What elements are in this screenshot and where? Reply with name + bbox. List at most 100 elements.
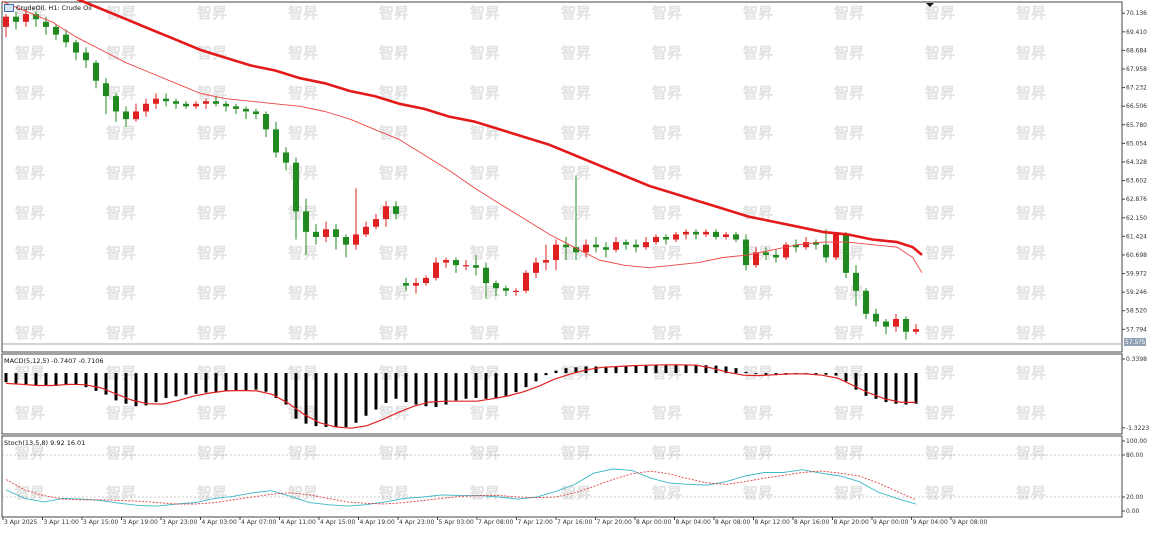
- candle-body-7: [73, 42, 79, 53]
- macd-bar-3: [34, 373, 38, 386]
- watermark-129: 智昇: [834, 404, 864, 422]
- candle-body-90: [903, 318, 909, 332]
- candle-body-70: [703, 231, 709, 235]
- macd-bar-35: [354, 373, 358, 423]
- macd-bar-28: [284, 373, 288, 405]
- watermark-120: 智昇: [15, 404, 45, 422]
- stoch-line-1: [5, 470, 917, 505]
- watermark-103: 智昇: [652, 324, 682, 342]
- macd-bar-59: [594, 366, 598, 374]
- candle-89: [893, 313, 899, 332]
- pane-frame-1: [1, 353, 1123, 435]
- watermark-155: 智昇: [1016, 484, 1046, 502]
- candle-body-77: [773, 254, 779, 258]
- watermark-37: 智昇: [106, 124, 136, 142]
- watermark-43: 智昇: [652, 124, 682, 142]
- x-tick-label-16: 8 Apr 00:00: [636, 519, 671, 526]
- candle-body-19: [193, 103, 199, 107]
- watermark-91: 智昇: [652, 284, 682, 302]
- price-tick-label-16: 58.520: [1126, 308, 1147, 315]
- watermark-31: 智昇: [652, 84, 682, 102]
- macd-bar-89: [894, 373, 898, 404]
- macd-bar-4: [44, 373, 48, 386]
- candle-body-3: [33, 14, 39, 20]
- macd-pane-title: MACD(5,12,5) -0.7407 -0.7106: [4, 357, 104, 365]
- watermark-51: 智昇: [288, 164, 318, 182]
- candle-59: [593, 236, 599, 253]
- x-tick-label-4: 3 Apr 23:00: [162, 519, 197, 526]
- macd-bar-74: [744, 371, 748, 374]
- candle-3: [33, 11, 39, 27]
- watermark-60: 智昇: [15, 204, 45, 222]
- candle-65: [653, 234, 659, 245]
- watermark-94: 智昇: [925, 284, 955, 302]
- price-tick-label-2: 68.684: [1126, 47, 1147, 54]
- candle-body-51: [513, 290, 519, 292]
- watermark-122: 智昇: [197, 404, 227, 422]
- watermark-9: 智昇: [834, 4, 864, 22]
- watermark-55: 智昇: [652, 164, 682, 182]
- candle-body-24: [243, 108, 249, 112]
- candle-6: [63, 29, 69, 48]
- candle-49: [493, 280, 499, 296]
- candle-body-22: [223, 103, 229, 107]
- candle-74: [743, 234, 749, 271]
- candle-72: [723, 231, 729, 240]
- macd-bar-83: [834, 373, 838, 376]
- candle-body-35: [353, 234, 359, 245]
- watermark-118: 智昇: [925, 364, 955, 382]
- watermark-104: 智昇: [743, 324, 773, 342]
- x-tick-label-24: 9 Apr 08:00: [952, 519, 987, 526]
- candle-body-64: [643, 242, 649, 248]
- chart-title: CrudeOil, H1: Crude Oil: [16, 4, 92, 12]
- candle-body-28: [283, 152, 289, 163]
- candle-body-85: [853, 272, 859, 291]
- macd-bar-23: [234, 373, 238, 391]
- x-tick-label-7: 4 Apr 11:00: [281, 519, 316, 526]
- watermark-62: 智昇: [197, 204, 227, 222]
- candle-46: [463, 260, 469, 271]
- x-tick-label-18: 8 Apr 08:00: [715, 519, 750, 526]
- candle-68: [683, 229, 689, 240]
- price-tick-label-11: 62.150: [1126, 215, 1147, 222]
- candle-76: [763, 247, 769, 261]
- macd-bar-69: [694, 364, 698, 374]
- candle-body-91: [913, 329, 919, 332]
- candle-body-69: [693, 231, 699, 235]
- candle-36: [363, 221, 369, 237]
- macd-bar-81: [814, 373, 818, 375]
- macd-bar-44: [444, 373, 448, 405]
- candle-31: [313, 224, 319, 245]
- candle-28: [283, 147, 289, 171]
- watermark-105: 智昇: [834, 324, 864, 342]
- candle-80: [803, 236, 809, 250]
- candle-body-72: [723, 234, 729, 237]
- candle-body-47: [473, 265, 479, 268]
- candle-body-16: [163, 98, 169, 102]
- candle-body-87: [873, 313, 879, 322]
- candle-33: [333, 224, 339, 250]
- symbol-menu-icon[interactable]: [4, 4, 14, 12]
- watermark-13: 智昇: [106, 44, 136, 62]
- candle-body-59: [593, 244, 599, 248]
- x-tick-label-11: 5 Apr 03:00: [439, 519, 474, 526]
- macd-bar-24: [244, 373, 248, 391]
- watermark-102: 智昇: [561, 324, 591, 342]
- candle-29: [293, 157, 299, 240]
- candle-body-2: [23, 14, 29, 22]
- watermark-28: 智昇: [379, 84, 409, 102]
- candle-37: [373, 213, 379, 230]
- watermark-21: 智昇: [834, 44, 864, 62]
- candle-43: [433, 257, 439, 281]
- candle-body-30: [303, 211, 309, 232]
- candle-91: [913, 324, 919, 335]
- price-tick-label-14: 59.972: [1126, 271, 1147, 278]
- watermark-41: 智昇: [470, 124, 500, 142]
- candle-body-71: [713, 231, 719, 237]
- candle-body-79: [793, 244, 799, 248]
- candle-body-57: [573, 247, 579, 253]
- macd-bar-85: [854, 373, 858, 390]
- candle-7: [73, 39, 79, 61]
